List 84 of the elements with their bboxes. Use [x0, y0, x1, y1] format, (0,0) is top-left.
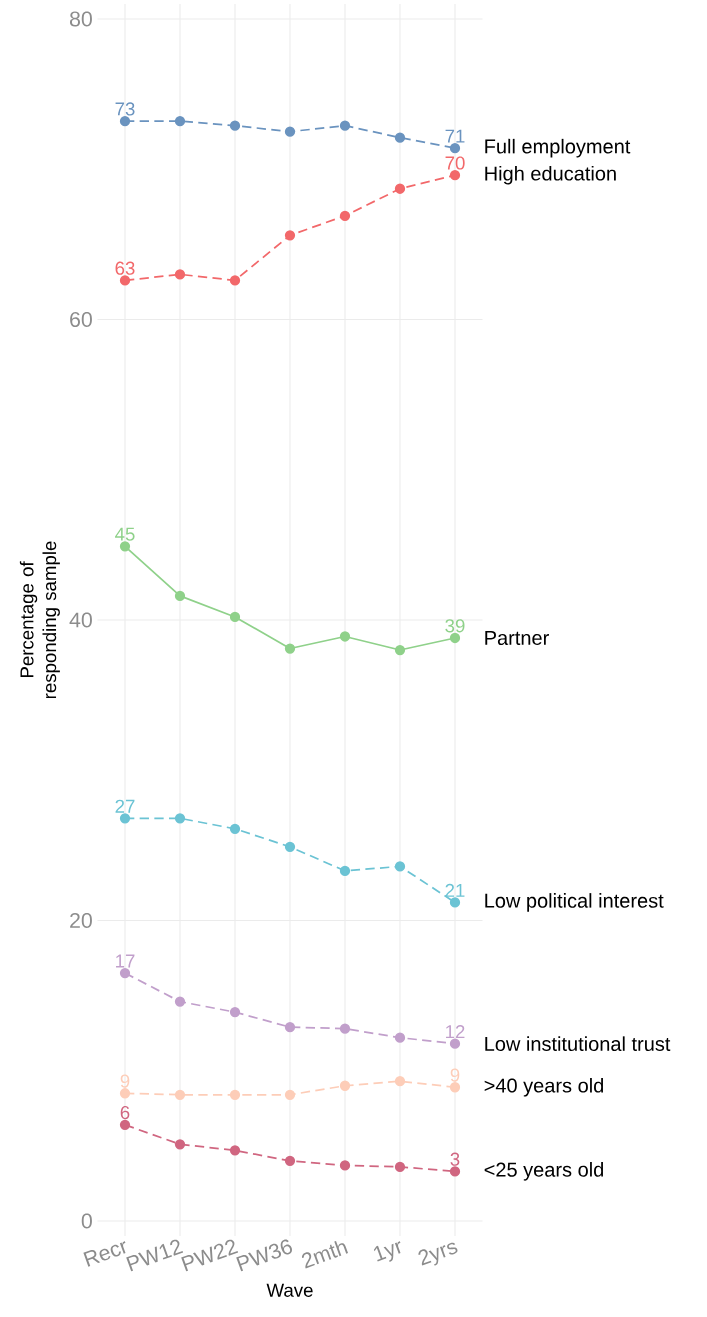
x-tick-label: PW22: [181, 1239, 239, 1272]
point: [174, 269, 186, 280]
x-tick-label: 2mth: [301, 1240, 349, 1269]
point: [339, 631, 351, 642]
point: [394, 183, 406, 194]
point: [339, 120, 351, 131]
point: [229, 275, 241, 286]
point: [119, 967, 131, 979]
series-label: <25 years old: [484, 1162, 604, 1181]
point: [284, 643, 296, 654]
point: [174, 813, 186, 824]
point: [229, 120, 241, 131]
point: [229, 1006, 241, 1018]
point: [284, 230, 296, 241]
data-label: 73: [115, 102, 135, 116]
point: [119, 275, 131, 286]
x-tick-label: PW36: [236, 1239, 293, 1272]
point: [394, 1032, 406, 1043]
series-label: Full employment: [485, 138, 631, 158]
point: [339, 1160, 351, 1171]
series-label: Low political interest: [485, 893, 664, 912]
point: [449, 1082, 461, 1093]
x-tick-label: 1yr: [373, 1241, 401, 1262]
y-tick-label: 40: [69, 612, 92, 628]
point: [119, 541, 131, 552]
point: [284, 126, 296, 137]
series-label: Low institutional trust: [485, 1036, 671, 1052]
point: [174, 115, 186, 127]
y-tick-label: 60: [70, 311, 92, 328]
data-label: 17: [116, 954, 135, 968]
series-label: Partner: [485, 631, 549, 645]
point: [394, 132, 406, 143]
y-tick-label: 20: [70, 912, 92, 929]
point: [339, 1023, 351, 1034]
point: [119, 1119, 131, 1130]
data-label: 27: [115, 799, 135, 813]
point: [339, 865, 351, 877]
x-tick-label: PW12: [126, 1239, 184, 1272]
series-label: High education: [485, 165, 616, 185]
x-axis-title: Wave: [266, 1283, 313, 1297]
point: [449, 143, 461, 154]
point: [339, 1080, 351, 1091]
data-label: 3: [450, 1152, 460, 1166]
point: [119, 813, 131, 824]
point: [284, 1155, 296, 1167]
x-tick-label: Recr: [83, 1241, 126, 1267]
data-label: 6: [120, 1105, 130, 1120]
point: [449, 632, 461, 644]
point: [449, 1166, 461, 1177]
data-label: 63: [115, 261, 135, 275]
point: [394, 1076, 406, 1087]
point: [174, 1139, 186, 1150]
point: [229, 611, 241, 623]
point: [174, 1089, 186, 1100]
y-tick-label: 80: [69, 11, 92, 27]
point: [394, 1161, 406, 1173]
series-label: >40 years old: [484, 1077, 604, 1097]
data-label: 70: [445, 156, 465, 170]
point: [339, 210, 351, 221]
point: [174, 996, 186, 1007]
y-tick-label: 0: [81, 1213, 92, 1229]
y-axis-title: Percentage of responding sample: [19, 541, 60, 699]
point: [119, 115, 131, 127]
point: [449, 1038, 461, 1049]
data-label: 39: [445, 619, 465, 633]
point: [394, 644, 406, 656]
data-label: 45: [115, 527, 135, 541]
point: [229, 1145, 241, 1156]
point: [284, 1022, 296, 1033]
data-label: 9: [450, 1068, 460, 1082]
point: [174, 590, 186, 602]
point: [119, 1088, 131, 1099]
data-label: 71: [445, 129, 465, 143]
data-label: 12: [446, 1025, 465, 1039]
data-label: 21: [445, 883, 465, 897]
point: [284, 841, 296, 852]
point: [449, 170, 461, 181]
point: [229, 1089, 241, 1100]
x-tick-label: 2yrs: [418, 1242, 458, 1266]
point: [229, 823, 241, 834]
data-label: 9: [120, 1074, 130, 1088]
point: [284, 1089, 296, 1100]
point: [394, 861, 406, 872]
point: [449, 897, 461, 908]
